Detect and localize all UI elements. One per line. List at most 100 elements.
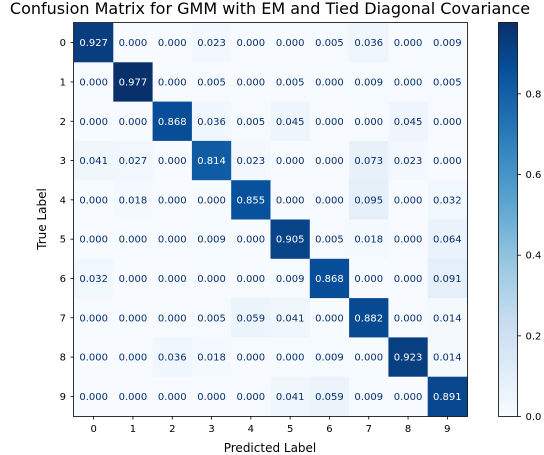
cell-value-label: 0.814 <box>197 156 226 167</box>
y-tick-label: 0 <box>60 38 66 49</box>
heatmap-cell <box>388 180 429 220</box>
heatmap-cell <box>113 337 154 378</box>
cell-value-label: 0.868 <box>158 117 187 128</box>
cell-value-label: 0.000 <box>276 156 305 167</box>
cell-value-label: 0.000 <box>394 235 423 246</box>
cell-value-label: 0.064 <box>433 235 462 246</box>
heatmap-cell <box>113 219 154 260</box>
x-tick-label: 4 <box>248 424 254 435</box>
cell-value-label: 0.000 <box>119 313 148 324</box>
cell-value-label: 0.036 <box>197 117 226 128</box>
heatmap-cell <box>191 219 232 260</box>
cell-value-label: 0.000 <box>394 195 423 206</box>
heatmap-cell <box>152 337 193 378</box>
cell-value-label: 0.000 <box>394 313 423 324</box>
heatmap-cell <box>113 140 154 181</box>
heatmap-cell <box>309 101 350 142</box>
heatmap-cell <box>74 180 114 220</box>
cell-value-label: 0.000 <box>315 313 344 324</box>
heatmap-cell <box>270 180 311 220</box>
cell-value-label: 0.000 <box>237 38 266 49</box>
cell-value-label: 0.891 <box>433 392 462 403</box>
y-tick-label: 3 <box>60 156 66 167</box>
y-tick-label: 6 <box>60 274 66 285</box>
heatmap-cell <box>388 376 429 417</box>
cell-value-label: 0.041 <box>276 313 305 324</box>
heatmap-value-labels: 0.927 0.000 0.000 0.023 0.000 0.000 0.005 0.036… <box>79 38 461 403</box>
cell-value-label: 0.000 <box>158 38 187 49</box>
cell-value-label: 0.000 <box>197 195 226 206</box>
y-tick-label: 8 <box>60 353 66 364</box>
x-axis-ticks: 0 1 2 3 4 5 6 7 8 9 <box>90 416 451 435</box>
cell-value-label: 0.005 <box>315 235 344 246</box>
heatmap-cell <box>388 298 429 338</box>
cell-value-label: 0.905 <box>276 235 305 246</box>
heatmap-cell <box>270 376 311 417</box>
y-axis-label: True Label <box>35 188 49 251</box>
cell-value-label: 0.000 <box>354 274 383 285</box>
heatmap-cell <box>270 62 311 103</box>
heatmap-cell <box>309 337 350 378</box>
cell-value-label: 0.023 <box>197 38 226 49</box>
heatmap-cell <box>231 298 271 338</box>
heatmap-cell <box>113 258 154 299</box>
heatmap-cell <box>427 376 468 417</box>
cell-value-label: 0.005 <box>237 117 266 128</box>
colorbar-tick-label: 0.4 <box>526 251 542 262</box>
cell-value-label: 0.923 <box>394 353 423 364</box>
cell-value-label: 0.000 <box>354 353 383 364</box>
cell-value-label: 0.018 <box>119 195 148 206</box>
heatmap-cell <box>231 62 271 103</box>
heatmap-cell <box>74 219 114 260</box>
heatmap-cell <box>388 140 429 181</box>
cell-value-label: 0.000 <box>158 274 187 285</box>
x-tick-label: 1 <box>130 424 136 435</box>
x-tick-label: 8 <box>405 424 411 435</box>
y-tick-label: 1 <box>60 77 66 88</box>
heatmap-cell <box>152 376 193 417</box>
heatmap-cell <box>191 101 232 142</box>
cell-value-label: 0.855 <box>237 195 266 206</box>
cell-value-label: 0.009 <box>315 353 344 364</box>
cell-value-label: 0.023 <box>394 156 423 167</box>
cell-value-label: 0.977 <box>119 77 148 88</box>
heatmap-cell <box>113 62 154 103</box>
heatmap-cell <box>152 258 193 299</box>
cell-value-label: 0.036 <box>158 353 187 364</box>
cell-value-label: 0.000 <box>315 117 344 128</box>
heatmap-cell <box>349 376 389 417</box>
heatmap-cell <box>74 23 114 63</box>
heatmap-cell <box>191 180 232 220</box>
cell-value-label: 0.000 <box>237 235 266 246</box>
heatmap-cell <box>152 62 193 103</box>
cell-value-label: 0.009 <box>276 274 305 285</box>
heatmap-cell <box>191 337 232 378</box>
heatmap-cell <box>152 180 193 220</box>
heatmap-cell <box>231 337 271 378</box>
heatmap-cell <box>231 376 271 417</box>
cell-value-label: 0.000 <box>354 117 383 128</box>
heatmap-cell <box>191 62 232 103</box>
cell-value-label: 0.073 <box>354 156 383 167</box>
chart-title: Confusion Matrix for GMM with EM and Tie… <box>10 0 530 18</box>
heatmap-cell <box>152 140 193 181</box>
cell-value-label: 0.000 <box>276 195 305 206</box>
cell-value-label: 0.059 <box>315 392 344 403</box>
cell-value-label: 0.095 <box>354 195 383 206</box>
heatmap-cell <box>231 258 271 299</box>
heatmap-cell <box>388 337 429 378</box>
heatmap-cell <box>349 219 389 260</box>
heatmap-cell <box>270 298 311 338</box>
cell-value-label: 0.000 <box>315 77 344 88</box>
cell-value-label: 0.000 <box>315 156 344 167</box>
heatmap-cell <box>309 376 350 417</box>
heatmap-cell <box>74 258 114 299</box>
heatmap-cell <box>191 376 232 417</box>
heatmap-cell <box>309 298 350 338</box>
cell-value-label: 0.014 <box>433 313 462 324</box>
heatmap-cell <box>388 219 429 260</box>
x-tick-label: 2 <box>169 424 175 435</box>
cell-value-label: 0.005 <box>315 38 344 49</box>
cell-value-label: 0.927 <box>79 38 108 49</box>
cell-value-label: 0.014 <box>433 353 462 364</box>
